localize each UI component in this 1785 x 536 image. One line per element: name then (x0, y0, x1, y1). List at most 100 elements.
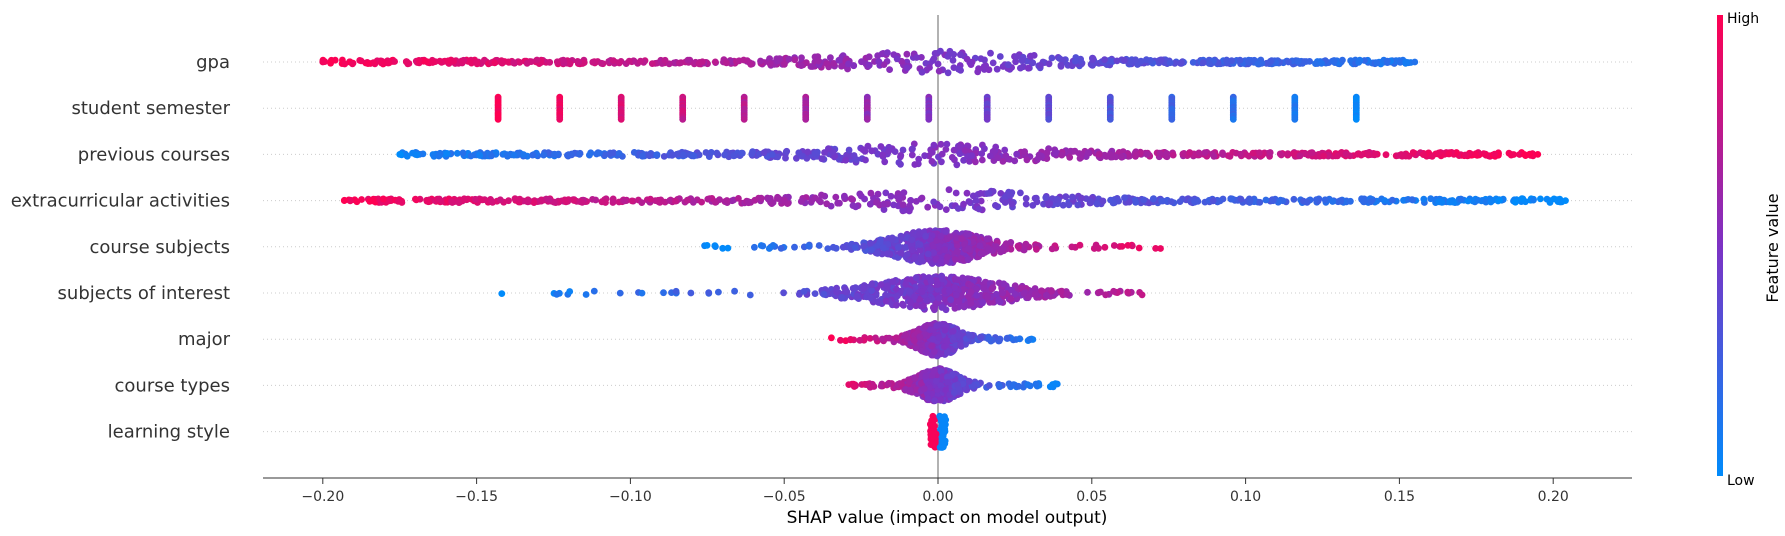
shap-point (596, 149, 603, 157)
shap-point (830, 60, 838, 67)
shap-point (845, 60, 852, 68)
shap-point (735, 195, 742, 202)
shap-point (909, 145, 916, 153)
shap-point (897, 152, 905, 159)
shap-point (625, 57, 633, 65)
shap-point (1121, 194, 1128, 202)
shap-point (931, 348, 938, 355)
feature-label: major (178, 329, 231, 350)
shap-point (886, 66, 893, 73)
shap-point (556, 115, 564, 123)
shap-point (874, 249, 881, 257)
shap-point (903, 64, 911, 72)
shap-point (911, 161, 919, 168)
shap-point (1062, 193, 1070, 201)
shap-point (443, 150, 451, 157)
shap-point (941, 246, 948, 254)
shap-point (918, 288, 926, 296)
shap-point (1102, 291, 1109, 299)
shap-point (797, 198, 805, 205)
shap-point (704, 195, 712, 203)
shap-point (899, 201, 907, 209)
shap-point (340, 197, 348, 205)
shap-point (1002, 240, 1010, 248)
shap-point (592, 196, 600, 204)
shap-point (695, 151, 703, 159)
shap-point (811, 149, 819, 157)
shap-point (639, 152, 646, 160)
shap-point (654, 196, 662, 204)
shap-point (907, 197, 914, 204)
shap-point (1163, 150, 1170, 157)
shap-point (1201, 149, 1209, 157)
shap-point (672, 287, 680, 295)
shap-point (570, 197, 578, 204)
shap-point (987, 49, 994, 57)
shap-point (930, 249, 937, 257)
shap-point (785, 55, 793, 63)
shap-point (1266, 58, 1274, 65)
data-points (319, 47, 1569, 451)
shap-point (1058, 151, 1066, 159)
shap-point (1076, 241, 1084, 249)
shap-point (1084, 288, 1091, 296)
shap-point (1546, 199, 1554, 206)
shap-point (951, 304, 959, 312)
shap-point (930, 141, 938, 149)
shap-point (866, 335, 874, 342)
shap-point (1342, 150, 1350, 158)
shap-point (930, 242, 937, 250)
shap-point (1059, 201, 1067, 209)
shap-point (992, 243, 1000, 250)
shap-point (394, 198, 402, 205)
shap-point (1229, 115, 1237, 123)
shap-point (1199, 59, 1207, 67)
shap-point (1254, 60, 1262, 68)
feature-label: course types (115, 375, 230, 396)
shap-point (938, 437, 946, 445)
shap-point (1053, 195, 1061, 203)
shap-point (777, 245, 785, 252)
shap-point (1398, 152, 1406, 160)
shap-point (867, 189, 875, 197)
shap-point (684, 196, 691, 204)
shap-point (798, 152, 806, 160)
shap-point (944, 253, 951, 261)
shap-point (765, 245, 773, 252)
shap-point (897, 232, 905, 240)
shap-point (1029, 59, 1037, 67)
shap-point (1120, 56, 1128, 64)
shap-point (1045, 60, 1053, 68)
shap-point (582, 291, 590, 298)
shap-point (782, 148, 790, 156)
shap-point (920, 385, 928, 393)
shap-point (1042, 291, 1050, 299)
shap-point (958, 235, 965, 243)
feature-label: gpa (196, 52, 230, 73)
shap-point (877, 382, 885, 390)
shap-point (1166, 59, 1174, 67)
shap-point (960, 200, 967, 208)
shap-point (933, 322, 941, 329)
shap-point (892, 334, 900, 342)
shap-point (918, 68, 926, 76)
shap-point (838, 293, 846, 301)
shap-point (1313, 196, 1320, 204)
shap-point (1008, 200, 1016, 208)
shap-point (900, 302, 907, 309)
shap-point (529, 151, 536, 159)
shap-point (797, 62, 805, 69)
shap-point (908, 236, 916, 244)
shap-point (1487, 198, 1495, 206)
shap-point (590, 287, 598, 295)
shap-point (891, 148, 899, 156)
shap-point (936, 444, 944, 451)
shap-point (1402, 58, 1410, 66)
shap-point (859, 146, 867, 154)
shap-point (412, 195, 419, 203)
shap-point (868, 287, 876, 295)
shap-point (1205, 60, 1213, 67)
shap-point (435, 195, 443, 203)
shap-point (973, 300, 981, 308)
shap-point (1124, 288, 1132, 296)
